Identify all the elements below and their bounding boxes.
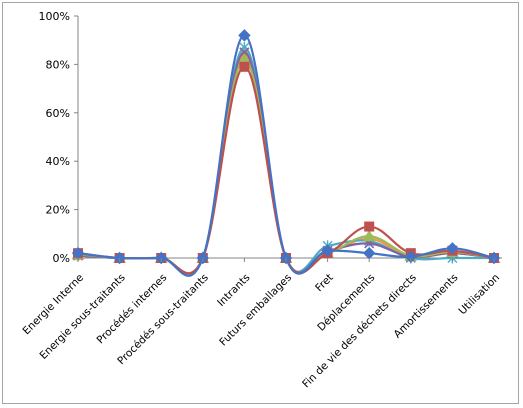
x-category-label: Energie sous-traitants: [37, 272, 127, 362]
y-tick-label: 80%: [46, 58, 70, 71]
series: [71, 29, 501, 277]
series: [73, 61, 499, 275]
series: [73, 49, 499, 276]
data-point: [239, 41, 250, 53]
series-line: [77, 65, 495, 275]
chart-frame: [2, 2, 519, 404]
x-category-label: Procédés internes: [95, 272, 170, 347]
series: [71, 53, 501, 275]
y-tick-label: 60%: [46, 107, 70, 120]
y-tick-label: 20%: [46, 204, 70, 217]
series: [72, 47, 500, 276]
data-point: [362, 229, 376, 242]
series-line: [77, 53, 495, 276]
y-tick-label: 40%: [46, 155, 70, 168]
series-line: [77, 34, 495, 277]
data-point: [239, 61, 250, 72]
x-category-label: Futurs emballages: [217, 272, 294, 349]
series-layer: [71, 29, 501, 277]
series: [73, 41, 499, 276]
data-point: [446, 242, 459, 255]
data-point: [321, 244, 334, 257]
axes: [77, 16, 502, 259]
y-axis-ticks: 0% 20% 40% 60% 80% 100%: [39, 10, 78, 265]
series-line: [77, 58, 495, 275]
x-category-label: Intrants: [215, 272, 252, 309]
y-tick-label: 100%: [39, 10, 70, 23]
series-line: [77, 51, 495, 276]
data-point: [404, 250, 418, 263]
x-category-label: Fret: [313, 272, 336, 295]
data-point: [239, 47, 250, 58]
x-category-label: Utilisation: [456, 272, 502, 318]
data-point: [238, 29, 251, 42]
data-point: [362, 246, 376, 260]
data-point: [364, 221, 375, 232]
y-tick-label: 0%: [53, 252, 70, 265]
series-line: [77, 46, 494, 276]
